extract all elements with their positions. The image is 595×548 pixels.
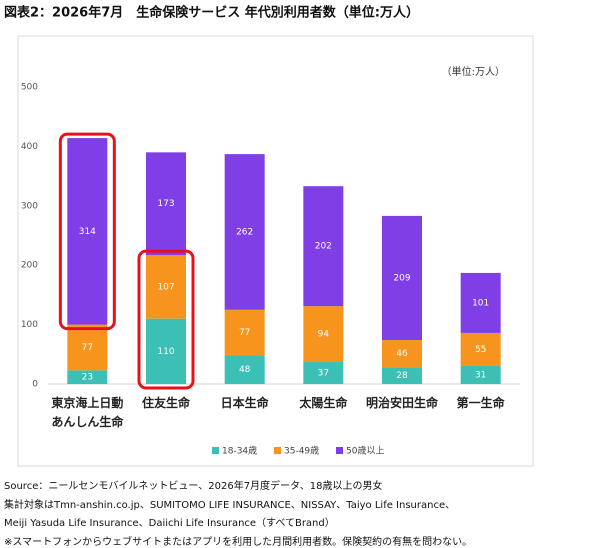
bar-segment (382, 367, 422, 384)
value-label: 23 (82, 373, 93, 383)
value-label: 314 (79, 227, 96, 237)
x-tick-label: 東京海上日動 あんしん生命 (51, 396, 124, 429)
value-label: 101 (472, 298, 489, 308)
bar-segment (224, 355, 265, 384)
bar-segment (224, 154, 265, 310)
value-label: 31 (475, 370, 486, 380)
bar-segment (382, 215, 422, 341)
bar-segment (67, 138, 108, 325)
bar-segment (382, 340, 422, 368)
highlight-box (137, 249, 195, 390)
bar-segment (67, 324, 108, 371)
legend-swatch (336, 447, 343, 454)
bar-segment (460, 365, 501, 384)
value-label: 55 (475, 345, 486, 355)
bar-segment (146, 152, 186, 256)
chart-frame (17, 35, 534, 467)
bar-segment (146, 318, 186, 384)
legend-label: 35-49歳 (284, 445, 319, 457)
bar-segment (146, 255, 186, 319)
y-tick-label: 400 (21, 142, 38, 152)
value-label: 262 (236, 227, 253, 237)
y-tick-label: 0 (32, 380, 38, 390)
bar-segment (303, 186, 344, 307)
footnote: Source：ニールセンモバイルネットビュー、2026年7月度データ、18歳以上… (4, 481, 383, 492)
bar-segment (303, 362, 344, 384)
bar-segment (303, 306, 344, 363)
y-tick-label: 500 (21, 83, 38, 93)
value-label: 46 (396, 349, 408, 359)
value-label: 209 (393, 273, 410, 283)
value-label: 77 (239, 328, 250, 338)
y-tick-label: 300 (21, 201, 38, 211)
footnote: ※スマートフォンからウェブサイトまたはアプリを利用した月間利用者数。保険契約の有… (4, 536, 473, 548)
legend-swatch (212, 447, 219, 454)
value-label: 48 (239, 365, 251, 375)
value-label: 28 (396, 371, 408, 381)
x-tick-label: 第一生命 (456, 396, 505, 410)
unit-label: （単位:万人） (442, 65, 505, 78)
chart-title: 図表2：2026年7月 生命保険サービス 年代別利用者数（単位:万人） (4, 5, 419, 21)
value-label: 37 (318, 369, 329, 379)
legend-swatch (274, 447, 281, 454)
bar-segment (67, 370, 108, 384)
x-tick-label: 住友生命 (141, 396, 190, 410)
bar-segment (224, 309, 265, 356)
value-label: 110 (157, 347, 174, 357)
bar-segment (460, 272, 501, 333)
x-tick-label: 太陽生命 (299, 396, 348, 410)
value-label: 202 (315, 242, 332, 252)
value-label: 107 (157, 282, 174, 292)
footnote: 集計対象はTmn-anshin.co.jp、SUMITOMO LIFE INSU… (4, 499, 456, 511)
bar-segment (460, 332, 501, 366)
footnote: Meiji Yasuda Life Insurance、Daiichi Life… (4, 518, 335, 529)
value-label: 77 (82, 343, 93, 353)
x-tick-label: 日本生命 (220, 396, 269, 410)
x-tick-label: 明治安田生命 (365, 396, 438, 410)
legend-label: 18-34歳 (222, 445, 257, 457)
highlight-box (58, 132, 116, 331)
y-tick-label: 100 (21, 320, 38, 330)
value-label: 94 (318, 330, 330, 340)
legend-label: 50歳以上 (346, 445, 384, 457)
value-label: 173 (157, 199, 174, 209)
y-tick-label: 200 (21, 261, 38, 271)
